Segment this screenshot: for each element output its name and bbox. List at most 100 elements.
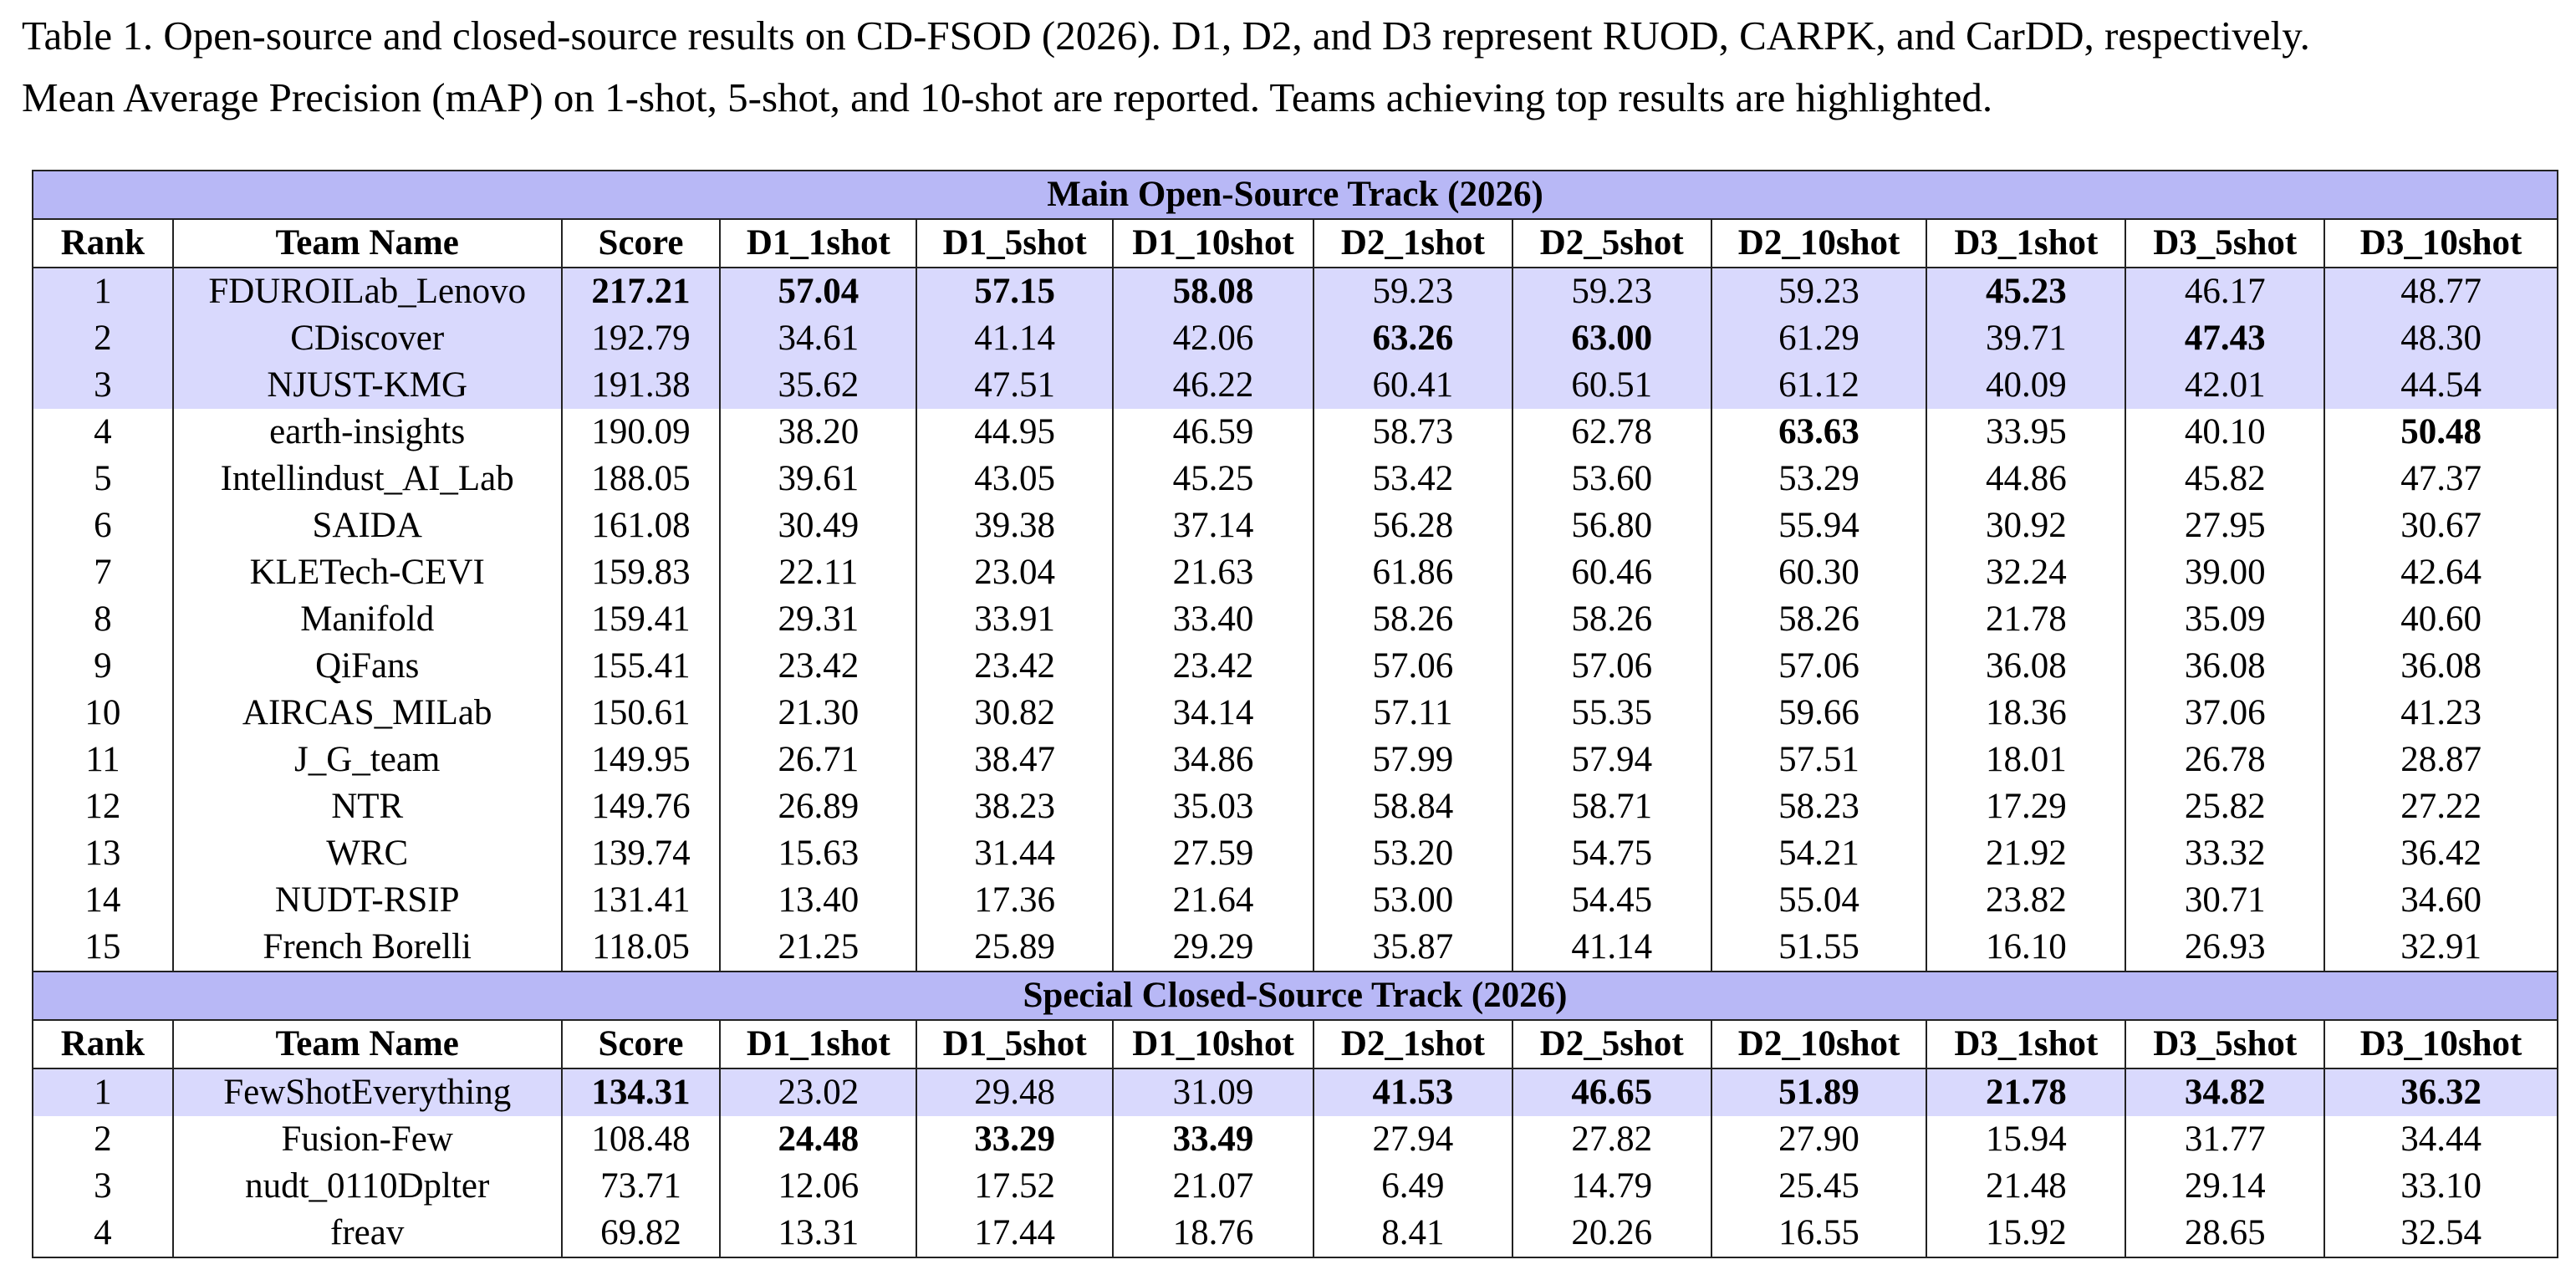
score-cell: 56.28	[1312, 502, 1513, 549]
table-row: 12 NTR 149.76 26.89 38.23 35.03 58.84 58.71 58.2…	[32, 783, 2558, 830]
column-header: Team Name	[171, 1020, 563, 1069]
team-name-cell: Manifold	[171, 596, 563, 643]
score-cell: 60.30	[1710, 549, 1928, 596]
score-cell: 63.63	[1710, 409, 1928, 456]
score-cell: 6.49	[1312, 1163, 1513, 1210]
score-cell: 57.51	[1710, 737, 1928, 783]
score-cell: 60.51	[1511, 362, 1712, 409]
rank-cell: 14	[32, 877, 174, 924]
score-cell: 58.08	[1112, 268, 1314, 315]
score-cell: 55.35	[1511, 690, 1712, 737]
rank-cell: 2	[32, 315, 174, 362]
score-cell: 45.23	[1926, 268, 2127, 315]
table-body: Main Open-Source Track (2026) Rank Team Na…	[32, 170, 2558, 1257]
score-cell: 38.47	[916, 737, 1115, 783]
score-cell: 20.26	[1511, 1210, 1712, 1257]
score-cell: 34.44	[2324, 1116, 2558, 1163]
score-cell: 47.37	[2324, 456, 2558, 502]
score-cell: 33.49	[1112, 1116, 1314, 1163]
score-cell: 40.60	[2324, 596, 2558, 643]
score-cell: 21.07	[1112, 1163, 1314, 1210]
score-cell: 17.52	[916, 1163, 1115, 1210]
team-name-cell: Fusion-Few	[171, 1116, 563, 1163]
column-header: D1_5shot	[916, 219, 1115, 268]
score-cell: 46.59	[1112, 409, 1314, 456]
score-cell: 39.00	[2125, 549, 2326, 596]
score-cell: 118.05	[560, 924, 722, 972]
score-cell: 27.95	[2125, 502, 2326, 549]
table-row: 11 J_G_team 149.95 26.71 38.47 34.86 57.99 57.9…	[32, 737, 2558, 783]
score-cell: 61.29	[1710, 315, 1928, 362]
score-cell: 34.86	[1112, 737, 1314, 783]
rank-cell: 2	[32, 1116, 174, 1163]
rank-cell: 3	[32, 362, 174, 409]
score-cell: 159.41	[560, 596, 722, 643]
score-cell: 21.30	[719, 690, 918, 737]
caption-line-2: Mean Average Precision (mAP) on 1-shot, …	[22, 74, 1993, 120]
team-name-cell: FDUROILab_Lenovo	[171, 268, 563, 315]
score-cell: 23.02	[719, 1068, 918, 1116]
score-cell: 139.74	[560, 830, 722, 877]
score-cell: 41.23	[2324, 690, 2558, 737]
score-cell: 26.71	[719, 737, 918, 783]
column-header: D1_1shot	[719, 219, 918, 268]
score-cell: 61.12	[1710, 362, 1928, 409]
score-cell: 26.89	[719, 783, 918, 830]
column-header: D1_10shot	[1112, 219, 1314, 268]
score-cell: 27.22	[2324, 783, 2558, 830]
table-row: 1 FewShotEverything 134.31 23.02 29.48 31.09 4…	[32, 1068, 2558, 1116]
table-row: 15 French Borelli 118.05 21.25 25.89 29.29 35.…	[32, 924, 2558, 972]
score-cell: 30.71	[2125, 877, 2326, 924]
score-cell: 42.01	[2125, 362, 2326, 409]
table-row: 4 freav 69.82 13.31 17.44 18.76 8.41 20.26 16.55…	[32, 1210, 2558, 1257]
team-name-cell: QiFans	[171, 643, 563, 690]
score-cell: 108.48	[560, 1116, 722, 1163]
column-header: Score	[560, 219, 722, 268]
score-cell: 33.91	[916, 596, 1115, 643]
score-cell: 32.54	[2324, 1210, 2558, 1257]
score-cell: 33.40	[1112, 596, 1314, 643]
rank-cell: 4	[32, 1210, 174, 1257]
score-cell: 41.53	[1312, 1068, 1513, 1116]
team-name-cell: KLETech-CEVI	[171, 549, 563, 596]
score-cell: 55.04	[1710, 877, 1928, 924]
score-cell: 17.36	[916, 877, 1115, 924]
column-header: D3_1shot	[1926, 219, 2127, 268]
score-cell: 29.14	[2125, 1163, 2326, 1210]
score-cell: 28.87	[2324, 737, 2558, 783]
rank-cell: 11	[32, 737, 174, 783]
rank-cell: 4	[32, 409, 174, 456]
team-name-cell: NTR	[171, 783, 563, 830]
score-cell: 23.42	[719, 643, 918, 690]
score-cell: 155.41	[560, 643, 722, 690]
score-cell: 57.06	[1511, 643, 1712, 690]
track-title-row: Special Closed-Source Track (2026)	[32, 971, 2558, 1021]
score-cell: 46.65	[1511, 1068, 1712, 1116]
score-cell: 161.08	[560, 502, 722, 549]
score-cell: 24.48	[719, 1116, 918, 1163]
score-cell: 21.64	[1112, 877, 1314, 924]
score-cell: 15.63	[719, 830, 918, 877]
table-row: 13 WRC 139.74 15.63 31.44 27.59 53.20 54.75 54.2…	[32, 830, 2558, 877]
score-cell: 56.80	[1511, 502, 1712, 549]
score-cell: 55.94	[1710, 502, 1928, 549]
score-cell: 57.04	[719, 268, 918, 315]
score-cell: 29.31	[719, 596, 918, 643]
score-cell: 27.82	[1511, 1116, 1712, 1163]
score-cell: 51.89	[1710, 1068, 1928, 1116]
rank-cell: 13	[32, 830, 174, 877]
score-cell: 30.92	[1926, 502, 2127, 549]
score-cell: 190.09	[560, 409, 722, 456]
score-cell: 12.06	[719, 1163, 918, 1210]
score-cell: 32.91	[2324, 924, 2558, 972]
score-cell: 69.82	[560, 1210, 722, 1257]
column-header-row: Rank Team Name Score D1_1shot D1_5shot D1_10s…	[32, 1020, 2558, 1069]
table-row: 2 Fusion-Few 108.48 24.48 33.29 33.49 27.94 27.…	[32, 1116, 2558, 1163]
score-cell: 149.95	[560, 737, 722, 783]
score-cell: 59.66	[1710, 690, 1928, 737]
score-cell: 22.11	[719, 549, 918, 596]
rank-cell: 5	[32, 456, 174, 502]
score-cell: 40.09	[1926, 362, 2127, 409]
table-row: 4 earth-insights 190.09 38.20 44.95 46.59 58.7…	[32, 409, 2558, 456]
rank-cell: 9	[32, 643, 174, 690]
